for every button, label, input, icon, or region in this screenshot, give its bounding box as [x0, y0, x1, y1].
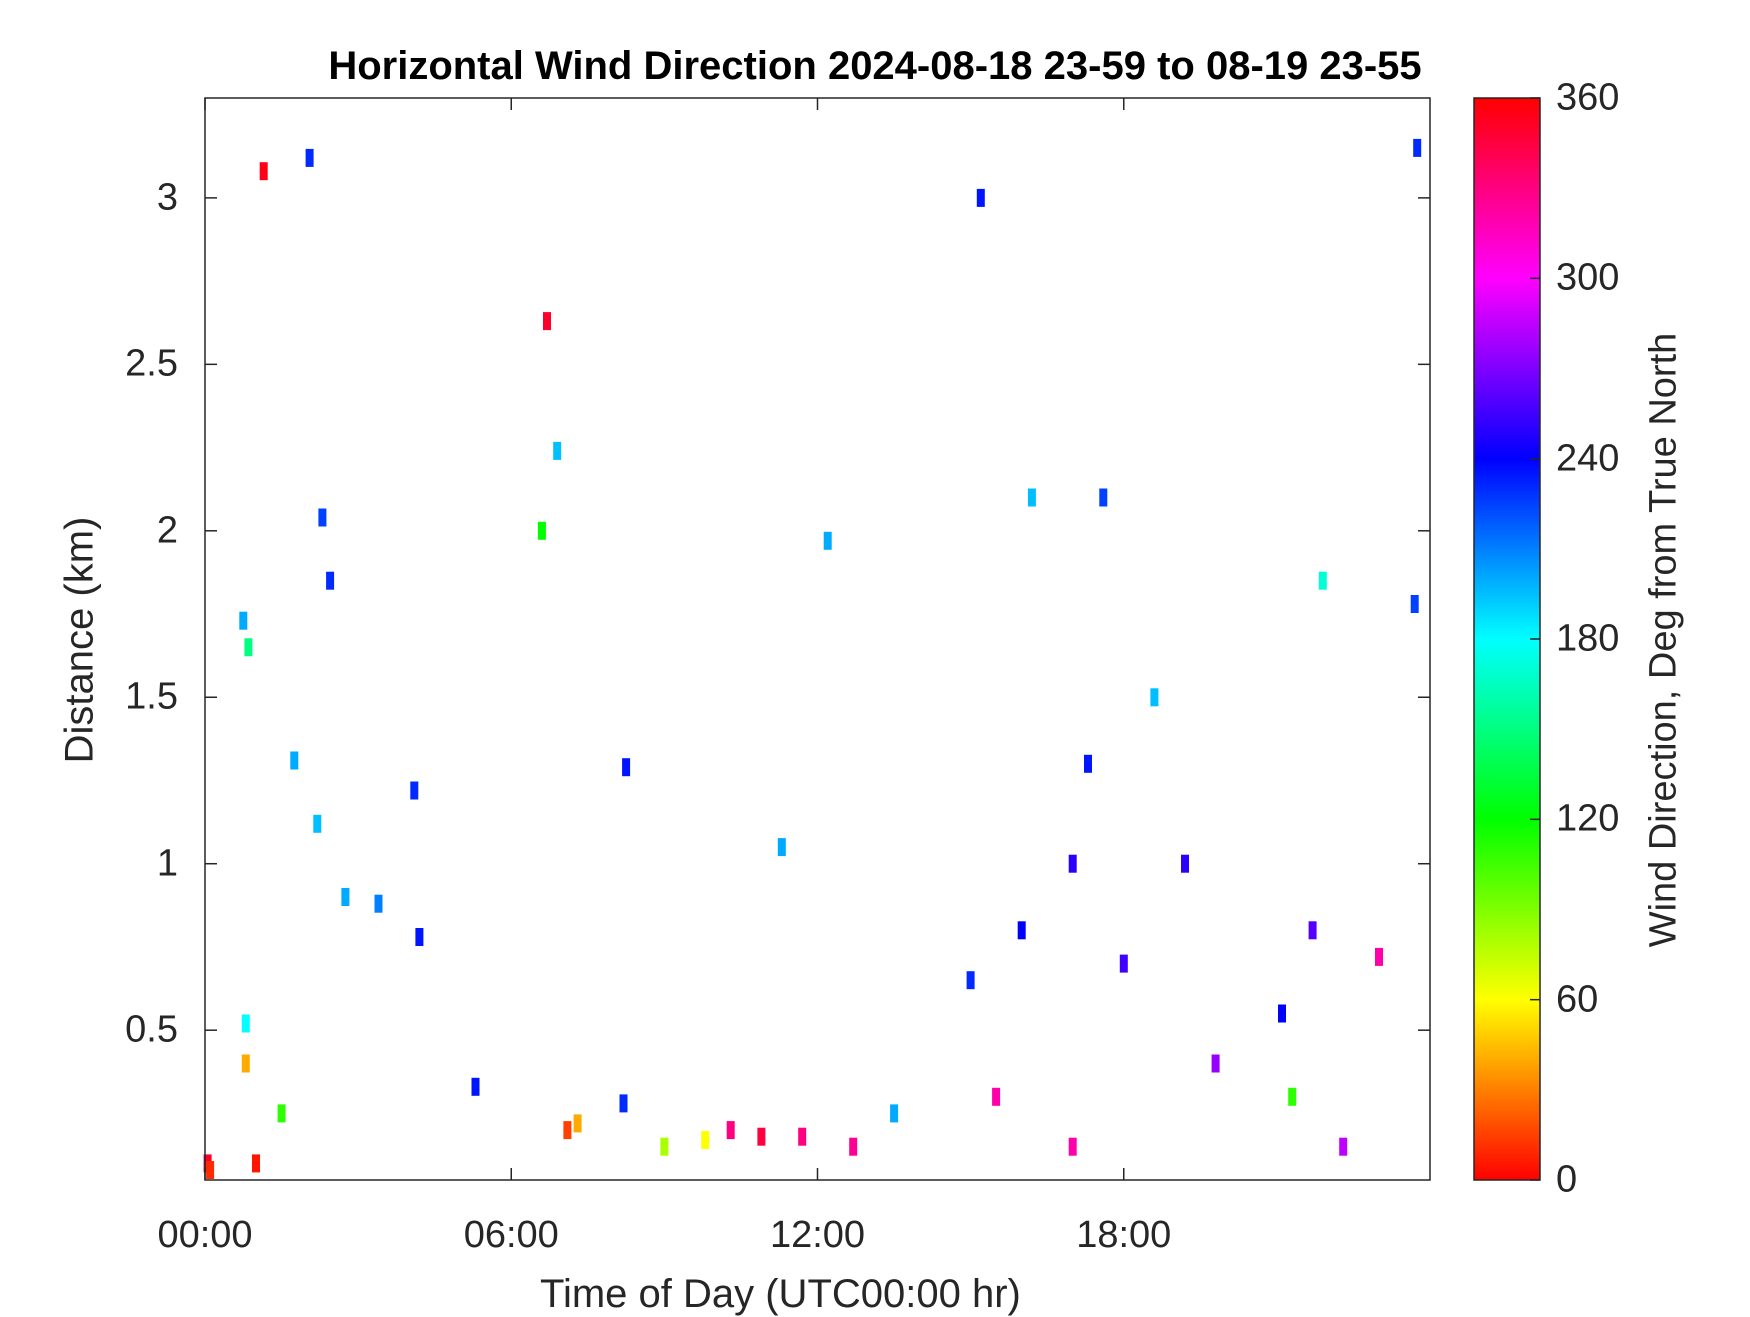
heatmap-cell — [244, 638, 253, 657]
heatmap-cell — [777, 838, 786, 857]
heatmap-cell — [259, 162, 268, 181]
colorbar-tick-label: 0 — [1556, 1158, 1578, 1201]
y-tick-label: 0.5 — [125, 1008, 178, 1051]
colorbar-tick-label: 180 — [1556, 617, 1620, 660]
chart-title: Horizontal Wind Direction 2024-08-18 23-… — [328, 44, 1422, 88]
y-tick-label: 1.5 — [125, 675, 178, 718]
colorbar-tick-label: 240 — [1556, 437, 1620, 480]
heatmap-cell — [563, 1121, 572, 1140]
heatmap-cell — [1308, 921, 1317, 940]
heatmap-cell — [313, 814, 322, 833]
colorbar-ticks — [1530, 97, 1540, 1181]
heatmap-cell — [823, 531, 832, 550]
heatmap-cell — [992, 1087, 1001, 1106]
heatmap-cell — [573, 1114, 582, 1133]
heatmap-cell — [553, 441, 562, 460]
x-axis-label: Time of Day (UTC00:00 hr) — [540, 1272, 1021, 1316]
heatmap-cell — [239, 611, 248, 630]
heatmap-cell — [537, 521, 546, 540]
y-tick-label: 1 — [156, 842, 178, 885]
colorbar — [1473, 97, 1541, 1181]
heatmap-cell — [252, 1154, 260, 1173]
colorbar-tick-label: 120 — [1556, 797, 1620, 840]
heatmap-cell — [1288, 1087, 1297, 1106]
heatmap-cell — [1318, 571, 1327, 590]
heatmap-cell — [849, 1137, 858, 1156]
colorbar-label: Wind Direction, Deg from True North — [1642, 332, 1685, 948]
heatmap-cell — [966, 971, 975, 990]
plot-area-border — [204, 97, 1431, 1181]
colorbar-tick-label: 360 — [1556, 76, 1620, 119]
heatmap-cell — [660, 1137, 669, 1156]
heatmap-cell — [318, 508, 327, 527]
heatmap-cell — [1339, 1137, 1348, 1156]
heatmap-cell — [1084, 754, 1092, 773]
x-tick-label: 18:00 — [1076, 1214, 1172, 1256]
colorbar-tick-label: 60 — [1556, 978, 1599, 1021]
heatmap-cell — [798, 1127, 807, 1146]
heatmap-cell — [1211, 1054, 1220, 1073]
y-tick-label: 2.5 — [125, 342, 178, 385]
y-axis-label: Distance (km) — [57, 516, 102, 764]
heatmap-cell — [619, 1094, 628, 1113]
x-tick-label: 12:00 — [769, 1214, 866, 1256]
heatmap-cell — [1150, 688, 1159, 707]
heatmap-cell — [890, 1104, 899, 1123]
heatmap-cell — [1099, 488, 1108, 507]
heatmap-cell — [701, 1131, 710, 1149]
heatmap-cell — [1181, 854, 1189, 873]
heatmap-cell — [1278, 1004, 1286, 1023]
y-tick-label: 3 — [156, 176, 178, 219]
heatmap-cell — [326, 571, 335, 590]
heatmap-cell — [1068, 1137, 1077, 1156]
heatmap-cell — [241, 1014, 250, 1033]
heatmap-cell — [976, 188, 985, 207]
heatmap-cell — [1068, 854, 1077, 873]
heatmap-cell — [622, 758, 631, 777]
heatmap-cell — [1410, 595, 1419, 613]
heatmap-cell — [1017, 921, 1026, 940]
heatmap-cell — [410, 781, 419, 800]
heatmap-cell — [305, 148, 314, 167]
heatmap-cell — [341, 888, 350, 906]
heatmap-cell — [206, 1161, 215, 1179]
colorbar-tick-label: 300 — [1556, 256, 1620, 299]
heatmap-cell — [726, 1121, 735, 1140]
heatmap-cells — [203, 138, 1422, 1179]
heatmap-cell — [471, 1077, 480, 1096]
heatmap-cell — [374, 894, 383, 913]
heatmap-cell — [1027, 488, 1036, 507]
axis-ticks — [204, 98, 1430, 1180]
heatmap-cell — [277, 1104, 286, 1123]
heatmap-cell — [415, 928, 424, 946]
heatmap-cell — [757, 1127, 766, 1146]
heatmap-cell — [1375, 947, 1383, 966]
heatmap-cell — [241, 1054, 250, 1073]
y-tick-label: 2 — [156, 509, 178, 552]
x-tick-label: 06:00 — [463, 1214, 559, 1256]
heatmap-cell — [290, 751, 299, 770]
heatmap-cell — [1413, 138, 1422, 157]
x-tick-label: 00:00 — [157, 1214, 253, 1256]
heatmap-cell — [543, 312, 551, 331]
heatmap-cell — [1119, 954, 1128, 973]
